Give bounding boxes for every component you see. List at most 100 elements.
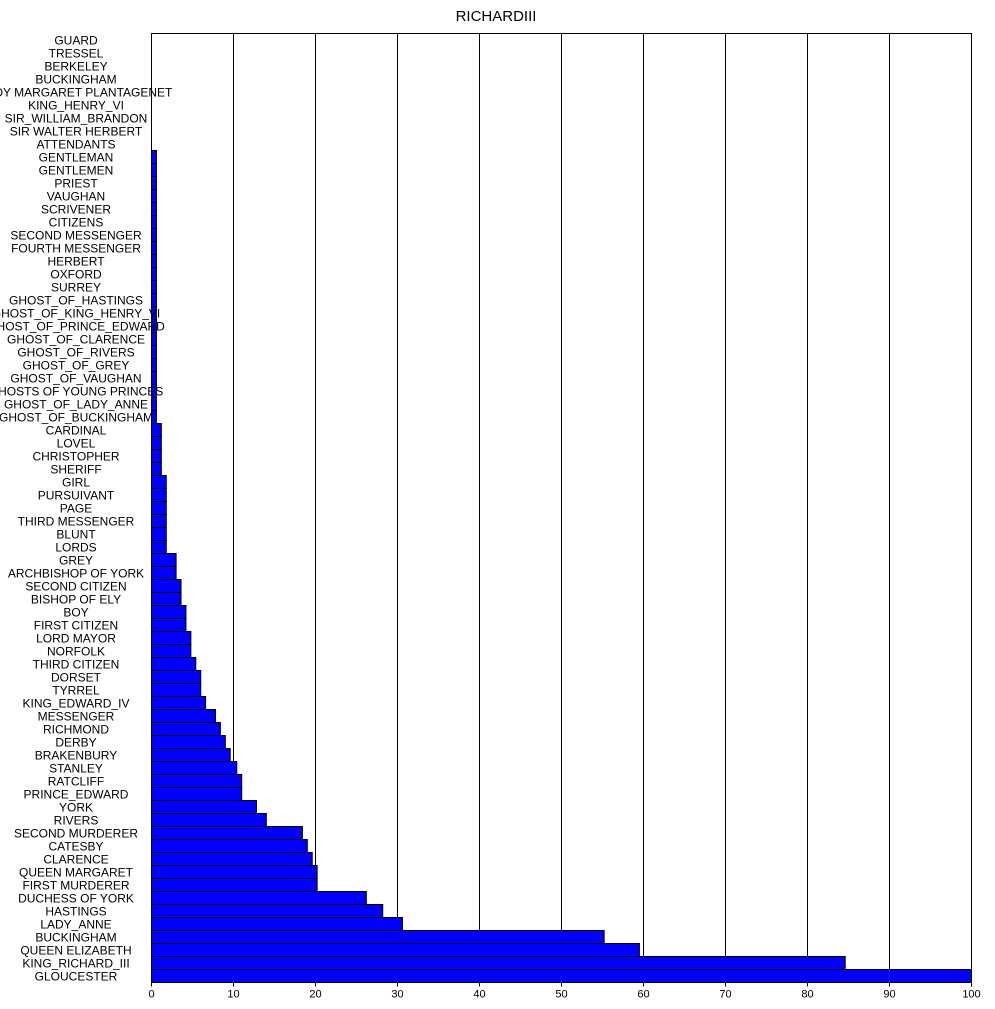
x-tick-label: 90 bbox=[883, 989, 895, 1001]
bar bbox=[151, 592, 182, 606]
category-label: BLUNT bbox=[56, 528, 96, 542]
bar bbox=[151, 891, 367, 905]
chart-title: RICHARDIII bbox=[456, 8, 537, 25]
bar bbox=[151, 397, 157, 411]
category-label: KING_RICHARD_III bbox=[22, 957, 129, 971]
category-label: GLOUCESTER bbox=[35, 970, 118, 984]
bar bbox=[151, 488, 167, 502]
bar bbox=[151, 202, 157, 216]
category-label: LOVEL bbox=[57, 437, 96, 451]
bar bbox=[151, 566, 177, 580]
category-label: GUARD bbox=[54, 34, 98, 48]
plot-frame bbox=[151, 33, 972, 983]
category-label: GHOST_OF_LADY_ANNE bbox=[4, 398, 148, 412]
x-tick-label: 20 bbox=[309, 989, 321, 1001]
bar bbox=[151, 943, 640, 957]
category-label: DUCHESS OF YORK bbox=[18, 892, 134, 906]
category-label: SHERIFF bbox=[50, 463, 101, 477]
x-tick-label: 100 bbox=[962, 989, 980, 1001]
category-label: FOURTH MESSENGER bbox=[11, 242, 141, 256]
bar bbox=[151, 917, 403, 931]
bar bbox=[151, 462, 162, 476]
bar bbox=[151, 293, 157, 307]
x-tick-label: 30 bbox=[391, 989, 403, 1001]
bar bbox=[151, 813, 267, 827]
bar bbox=[151, 878, 318, 892]
bar bbox=[151, 618, 187, 632]
category-label: CARDINAL bbox=[46, 424, 107, 438]
category-label: GENTLEMEN bbox=[39, 164, 114, 178]
bar bbox=[151, 358, 157, 372]
bar bbox=[151, 904, 384, 918]
bar bbox=[151, 605, 187, 619]
category-label: BUCKINGHAM bbox=[35, 73, 116, 87]
category-label: TRESSEL bbox=[49, 47, 104, 61]
category-label: TYRREL bbox=[52, 684, 100, 698]
category-label: SECOND CITIZEN bbox=[25, 580, 126, 594]
category-label: PURSUIVANT bbox=[38, 489, 115, 503]
bar bbox=[151, 228, 157, 242]
category-label: SECOND MURDERER bbox=[14, 827, 138, 841]
bar bbox=[151, 735, 226, 749]
category-labels: GUARDTRESSELBERKELEYBUCKINGHAMLADY MARGA… bbox=[0, 34, 173, 984]
category-label: OXFORD bbox=[50, 268, 102, 282]
category-label: GIRL bbox=[62, 476, 90, 490]
bar bbox=[151, 423, 162, 437]
category-label: GHOST_OF_KING_HENRY_VI bbox=[0, 307, 160, 321]
bar bbox=[151, 670, 202, 684]
category-label: GENTLEMAN bbox=[39, 151, 114, 165]
bar bbox=[151, 761, 238, 775]
category-label: ARCHBISHOP OF YORK bbox=[8, 567, 144, 581]
bar bbox=[151, 449, 162, 463]
bar bbox=[151, 722, 221, 736]
x-tick-label: 10 bbox=[227, 989, 239, 1001]
bar bbox=[151, 930, 605, 944]
category-label: FIRST MURDERER bbox=[22, 879, 129, 893]
category-label: GHOST_OF_CLARENCE bbox=[7, 333, 145, 347]
category-label: VAUGHAN bbox=[47, 190, 105, 204]
bar bbox=[151, 865, 318, 879]
category-label: SIR WALTER HERBERT bbox=[10, 125, 143, 139]
category-label: GHOST_OF_GREY bbox=[23, 359, 130, 373]
category-label: DERBY bbox=[55, 736, 96, 750]
category-label: BISHOP OF ELY bbox=[31, 593, 121, 607]
bar bbox=[151, 787, 243, 801]
bar bbox=[151, 241, 157, 255]
bar bbox=[151, 150, 157, 164]
bars bbox=[151, 150, 972, 983]
bar bbox=[151, 748, 231, 762]
bar bbox=[151, 800, 257, 814]
category-label: CITIZENS bbox=[49, 216, 104, 230]
bar bbox=[151, 852, 313, 866]
category-label: SCRIVENER bbox=[41, 203, 111, 217]
bar bbox=[151, 956, 846, 970]
category-label: QUEEN ELIZABETH bbox=[20, 944, 131, 958]
bar bbox=[151, 774, 243, 788]
category-label: QUEEN MARGARET bbox=[19, 866, 134, 880]
category-label: PAGE bbox=[60, 502, 92, 516]
bar bbox=[151, 163, 157, 177]
category-label: THIRD CITIZEN bbox=[33, 658, 120, 672]
category-label: NORFOLK bbox=[47, 645, 105, 659]
category-label: THIRD MESSENGER bbox=[18, 515, 135, 529]
x-tick-label: 40 bbox=[473, 989, 485, 1001]
bar bbox=[151, 631, 192, 645]
x-axis-ticks: 0 10 20 30 40 50 60 70 80 90 100 bbox=[148, 982, 981, 1001]
category-label: LORD MAYOR bbox=[36, 632, 116, 646]
category-label: STANLEY bbox=[49, 762, 103, 776]
category-label: SIR_WILLIAM_BRANDON bbox=[5, 112, 148, 126]
x-tick-label: 70 bbox=[719, 989, 731, 1001]
category-label: YORK bbox=[59, 801, 93, 815]
category-label: GHOST_OF_HASTINGS bbox=[9, 294, 143, 308]
category-label: GHOST_OF_BUCKINGHAM bbox=[0, 411, 153, 425]
category-label: DORSET bbox=[51, 671, 102, 685]
category-label: BRAKENBURY bbox=[35, 749, 117, 763]
x-tick-label: 0 bbox=[148, 989, 154, 1001]
category-label: RIVERS bbox=[54, 814, 99, 828]
category-label: RATCLIFF bbox=[48, 775, 104, 789]
bar bbox=[151, 345, 157, 359]
bar bbox=[151, 540, 167, 554]
bar bbox=[151, 709, 216, 723]
category-label: BUCKINGHAM bbox=[35, 931, 116, 945]
